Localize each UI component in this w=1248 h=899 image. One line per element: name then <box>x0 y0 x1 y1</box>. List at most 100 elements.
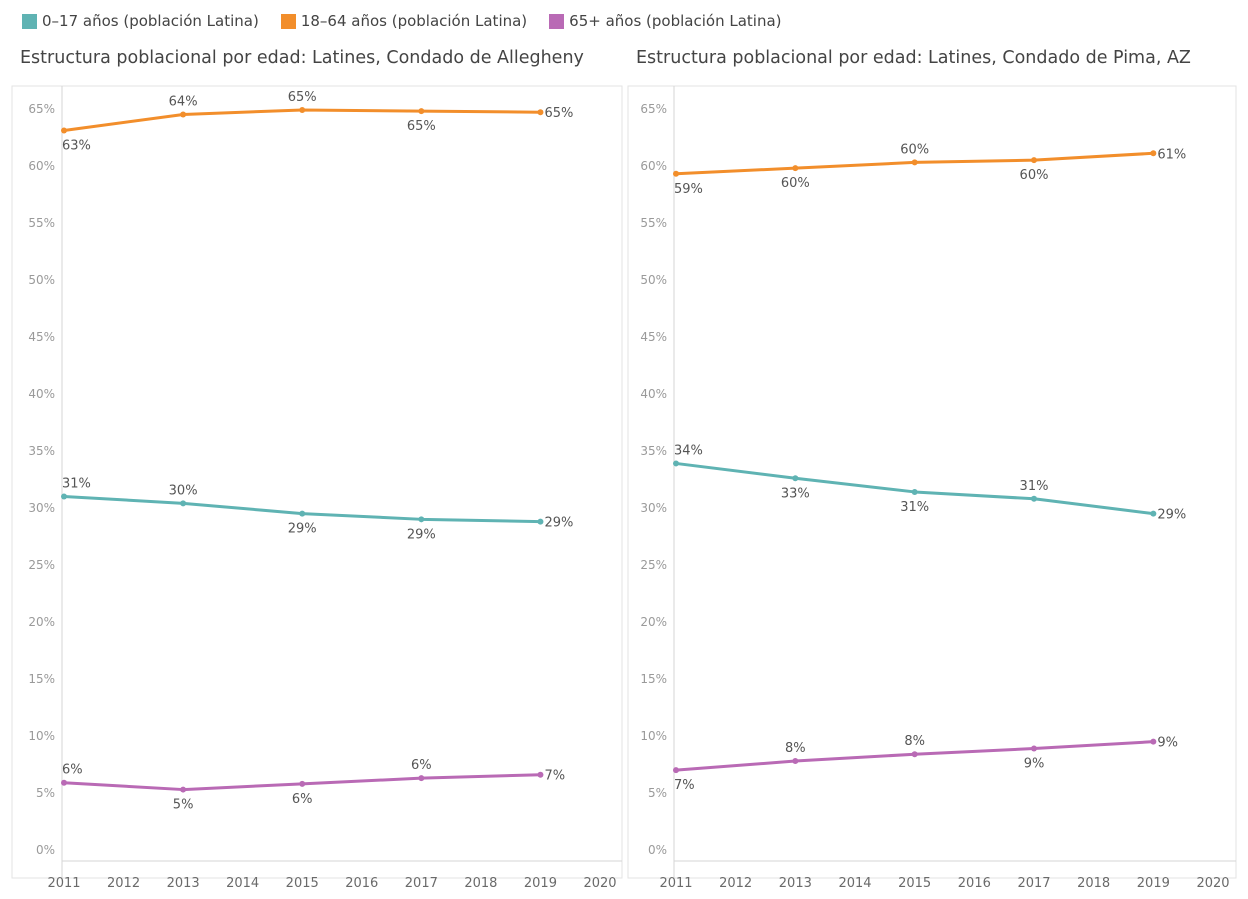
y-tick-label: 0% <box>648 843 667 857</box>
y-tick-label: 15% <box>640 672 667 686</box>
data-label: 33% <box>781 486 810 501</box>
data-point <box>61 127 67 134</box>
data-label: 64% <box>169 95 198 110</box>
legend-item-65-plus[interactable]: 65+ años (población Latina) <box>549 12 782 30</box>
y-tick-label: 5% <box>36 786 55 800</box>
data-label: 29% <box>407 527 436 542</box>
series-0-17: 34% 33% 31% 31% 29% <box>673 443 1186 523</box>
series-0-17: 31% 30% 29% 29% 29% <box>61 477 573 542</box>
data-point <box>673 170 679 177</box>
data-point <box>1150 150 1157 157</box>
x-tick-label: 2016 <box>958 876 991 891</box>
data-label: 59% <box>674 182 703 197</box>
y-tick-label: 20% <box>640 615 667 629</box>
y-tick-label: 60% <box>28 159 55 173</box>
y-tick-label: 30% <box>640 501 667 515</box>
series-line <box>62 108 542 132</box>
y-tick-label: 55% <box>28 216 55 230</box>
legend-label-65-plus: 65+ años (población Latina) <box>569 12 782 30</box>
data-point <box>61 779 67 786</box>
legend-item-0-17[interactable]: 0–17 años (población Latina) <box>22 12 259 30</box>
data-point <box>1150 738 1157 745</box>
x-tick-label: 2012 <box>719 876 752 891</box>
data-label: 5% <box>173 798 194 813</box>
data-point <box>180 786 187 793</box>
x-tick-label: 2018 <box>464 876 497 891</box>
x-tick-label: 2017 <box>405 876 438 891</box>
data-point <box>1031 745 1037 752</box>
data-label: 31% <box>1020 479 1049 494</box>
x-tick-label: 2020 <box>583 876 616 891</box>
data-point <box>299 780 306 787</box>
y-tick-label: 65% <box>28 102 55 116</box>
x-tick-label: 2011 <box>659 876 692 891</box>
legend-label-18-64: 18–64 años (población Latina) <box>300 12 528 30</box>
chart-panel-pima: 0% 5% 10% 15% 20% 25% 30% 35% 40% 45% 50% 55% 60% 65%… <box>627 85 1237 891</box>
data-label: 60% <box>900 142 929 157</box>
data-label: 6% <box>292 792 313 807</box>
x-tick-label: 2015 <box>286 876 319 891</box>
y-tick-label: 15% <box>28 672 55 686</box>
y-tick-label: 55% <box>640 216 667 230</box>
x-tick-label: 2020 <box>1196 876 1229 891</box>
x-tick-label: 2019 <box>1137 876 1170 891</box>
data-label: 8% <box>785 741 806 756</box>
data-label: 29% <box>1157 508 1186 523</box>
data-point <box>418 775 425 782</box>
legend-swatch-18-64 <box>280 13 296 29</box>
data-point <box>299 106 306 113</box>
x-tick-label: 2012 <box>107 876 140 891</box>
data-label: 6% <box>62 763 83 778</box>
y-tick-label: 10% <box>640 729 667 743</box>
y-tick-label: 40% <box>28 387 55 401</box>
chart-title-pima: Estructura poblacional por edad: Latines… <box>636 48 1191 68</box>
data-point <box>1150 510 1157 517</box>
data-label: 7% <box>544 769 565 784</box>
data-point <box>792 758 799 765</box>
x-tick-label: 2018 <box>1077 876 1110 891</box>
data-label: 60% <box>1020 168 1049 183</box>
data-point <box>299 510 306 517</box>
x-tick-label: 2014 <box>838 876 871 891</box>
legend-swatch-0-17 <box>22 13 37 29</box>
legend-label-0-17: 0–17 años (población Latina) <box>42 12 259 30</box>
y-tick-label: 25% <box>28 558 55 572</box>
y-tick-label: 65% <box>640 102 667 116</box>
x-tick-label: 2015 <box>898 876 931 891</box>
y-tick-label: 60% <box>640 159 667 173</box>
data-point <box>792 475 799 482</box>
chart-panel-allegheny: 0% 5% 10% 15% 20% 25% 30% 35% 40% 45% 50% 55% 60% 65%… <box>11 85 623 891</box>
data-point <box>537 771 544 778</box>
y-tick-label: 50% <box>640 273 667 287</box>
data-label: 9% <box>1024 757 1045 772</box>
series-18-64: 63% 64% 65% 65% 65% <box>61 90 573 153</box>
x-tick-label: 2017 <box>1017 876 1050 891</box>
y-tick-label: 35% <box>28 444 55 458</box>
x-tick-label: 2016 <box>345 876 378 891</box>
data-point <box>180 500 187 507</box>
data-label: 31% <box>900 500 929 515</box>
chart-title-allegheny: Estructura poblacional por edad: Latines… <box>20 48 584 68</box>
data-point <box>673 767 679 774</box>
data-label: 65% <box>544 106 573 121</box>
data-point <box>1031 157 1037 164</box>
data-point <box>792 165 799 172</box>
y-tick-label: 25% <box>640 558 667 572</box>
series-line <box>62 495 542 524</box>
x-tick-label: 2013 <box>779 876 812 891</box>
y-tick-label: 5% <box>648 786 667 800</box>
data-label: 29% <box>288 522 317 537</box>
x-tick-label: 2014 <box>226 876 259 891</box>
data-point <box>418 108 425 115</box>
y-tick-label: 40% <box>640 387 667 401</box>
legend-swatch-65-plus <box>549 13 565 29</box>
data-label: 9% <box>1157 736 1178 751</box>
y-tick-label: 0% <box>36 843 55 857</box>
y-tick-label: 20% <box>28 615 55 629</box>
data-point <box>180 111 187 118</box>
legend-item-18-64[interactable]: 18–64 años (población Latina) <box>280 12 528 30</box>
data-point <box>911 751 918 758</box>
data-point <box>537 518 544 525</box>
data-point <box>673 460 679 467</box>
